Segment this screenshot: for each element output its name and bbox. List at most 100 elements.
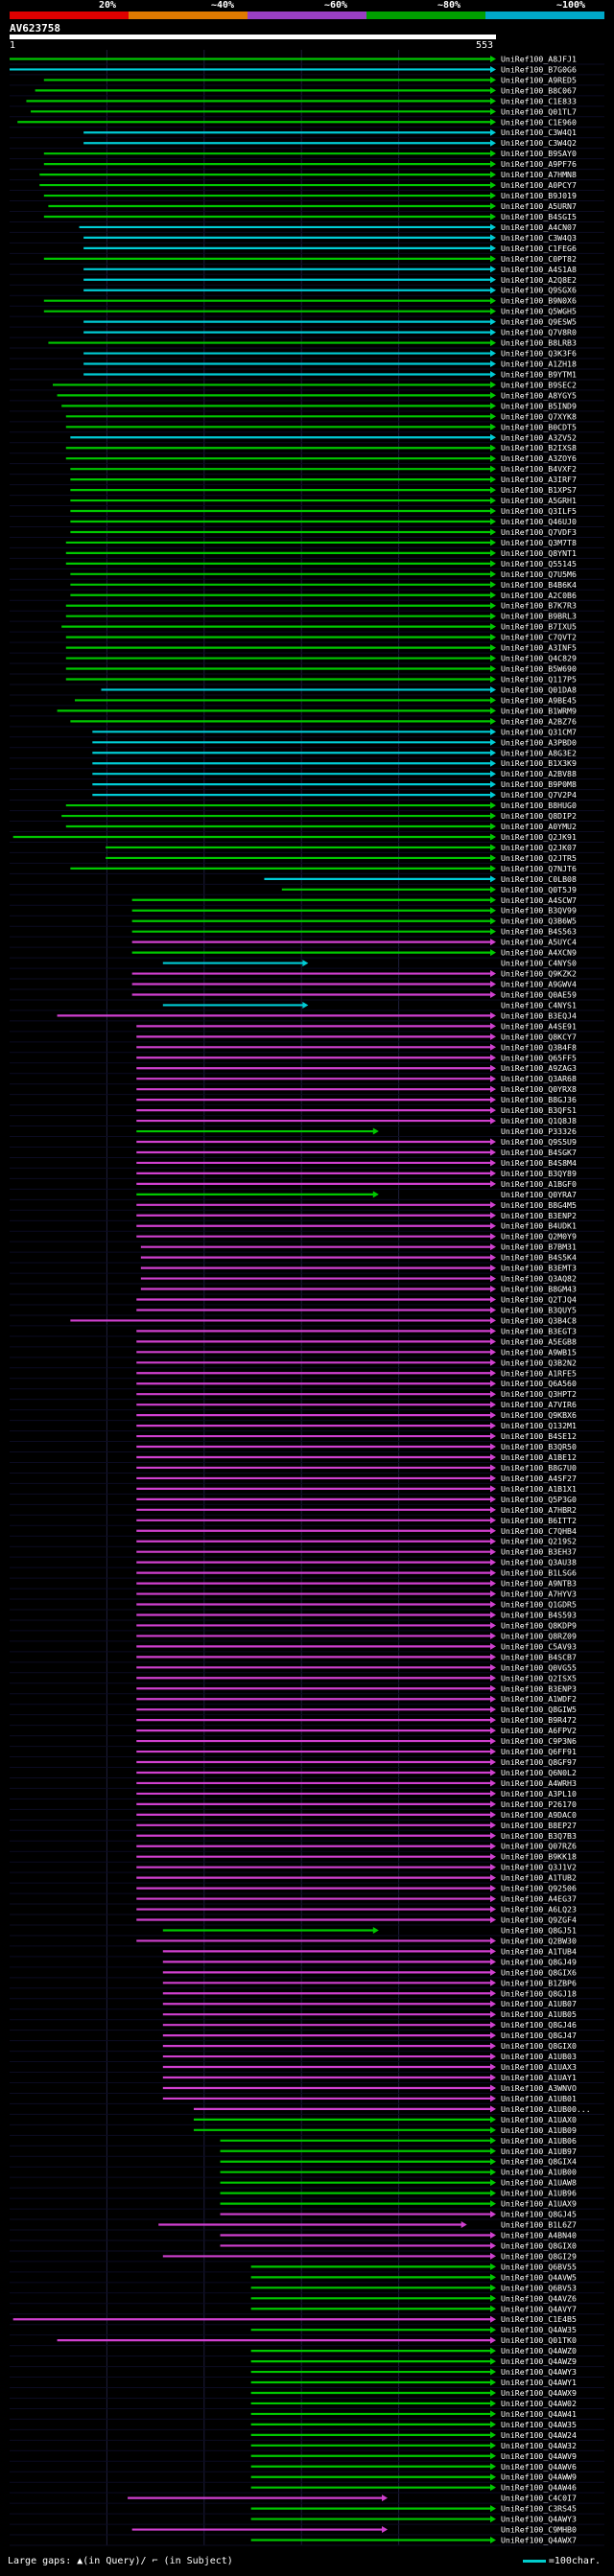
hit-arrow xyxy=(490,886,496,893)
hit-arrow xyxy=(490,2126,496,2134)
hit-label: UniRef100_Q7VDF3 xyxy=(501,527,577,537)
scale-label-80: ~80% xyxy=(437,0,461,11)
hit-label: UniRef100_Q7NJT6 xyxy=(501,864,577,873)
hit-label: UniRef100_Q8GIX6 xyxy=(501,1967,577,1977)
hit-arrow xyxy=(490,339,496,347)
hit-label: UniRef100_B8G4M5 xyxy=(501,1200,577,1210)
hit-arrow xyxy=(490,1621,496,1629)
hit-label: UniRef100_Q4AVW5 xyxy=(501,2272,577,2282)
scale-label-60: ~60% xyxy=(323,0,348,11)
hit-arrow xyxy=(460,2221,467,2229)
hit-arrow xyxy=(490,1506,496,1514)
hit-label: UniRef100_A1B1X1 xyxy=(501,1484,577,1494)
query-end: 553 xyxy=(476,40,494,51)
hit-arrow xyxy=(490,823,496,830)
hit-label: UniRef100_A8G3E2 xyxy=(501,748,577,757)
hit-arrow xyxy=(490,1096,496,1103)
hit-label: UniRef100_Q8DIP2 xyxy=(501,811,577,821)
hit-arrow xyxy=(490,528,496,536)
hit-label: UniRef100_Q4AW24 xyxy=(501,2430,577,2440)
hit-arrow xyxy=(490,613,496,620)
hit-label: UniRef100_A8JFJ1 xyxy=(501,54,577,63)
hit-label: UniRef100_Q2TJQ4 xyxy=(501,1295,577,1305)
hit-arrow xyxy=(490,213,496,220)
hit-arrow xyxy=(490,465,496,473)
hit-label: UniRef100_B8GJ36 xyxy=(501,1095,577,1104)
hit-arrow xyxy=(490,223,496,231)
hit-arrow xyxy=(490,2410,496,2418)
hit-arrow xyxy=(490,970,496,978)
scale-label-20: 20% xyxy=(98,0,117,11)
hit-arrow xyxy=(490,759,496,767)
hit-arrow xyxy=(490,2505,496,2513)
hit-arrow xyxy=(490,2273,496,2281)
hit-label: UniRef100_A1UAW8 xyxy=(501,2178,577,2188)
hit-arrow xyxy=(490,1885,496,1892)
hit-label: UniRef100_A1UB06 xyxy=(501,2136,577,2146)
hit-arrow xyxy=(490,360,496,368)
hit-arrow xyxy=(490,2537,496,2544)
hit-label: UniRef100_A1BE12 xyxy=(501,1452,577,1462)
hit-arrow xyxy=(490,318,496,326)
hit-arrow xyxy=(490,2042,496,2050)
hit-arrow xyxy=(490,2294,496,2302)
hit-label: UniRef100_A1UAX3 xyxy=(501,2062,577,2072)
hit-label: UniRef100_Q2M0Y9 xyxy=(501,1232,577,1242)
hit-label: UniRef100_A7HMN8 xyxy=(501,170,577,179)
hit-label: UniRef100_A5URN7 xyxy=(501,201,577,211)
hit-label: UniRef100_Q2JK91 xyxy=(501,832,577,842)
hit-arrow xyxy=(490,1895,496,1903)
hit-arrow xyxy=(490,655,496,662)
query-bar xyxy=(10,35,496,39)
hit-label: UniRef100_A3IRF7 xyxy=(501,475,577,484)
hit-label: UniRef100_A0PCY7 xyxy=(501,180,577,190)
hit-arrow xyxy=(490,1695,496,1703)
hit-arrow xyxy=(490,2421,496,2428)
hit-arrow xyxy=(490,1864,496,1871)
hit-arrow xyxy=(490,1022,496,1030)
hit-arrow xyxy=(490,2200,496,2208)
hit-label: UniRef100_A9PF76 xyxy=(501,159,577,169)
hit-arrow xyxy=(490,1727,496,1734)
scale-legend: =100char. xyxy=(522,2556,601,2566)
hit-arrow xyxy=(490,244,496,252)
hit-label: UniRef100_B5W690 xyxy=(501,664,577,674)
hit-label: UniRef100_Q3AR68 xyxy=(501,1074,577,1083)
hit-label: UniRef100_B3QFS1 xyxy=(501,1105,577,1115)
hit-label: UniRef100_Q4AW46 xyxy=(501,2483,577,2493)
hit-arrow xyxy=(490,1212,496,1219)
hit-arrow xyxy=(490,2379,496,2386)
hit-arrow xyxy=(490,1843,496,1850)
hit-label: UniRef100_A1UAY1 xyxy=(501,2073,577,2082)
hit-label: UniRef100_Q4AWW9 xyxy=(501,2472,577,2482)
hit-arrow xyxy=(490,570,496,578)
query-start: 1 xyxy=(10,40,16,51)
hit-arrow xyxy=(490,2473,496,2481)
scale-segment-cyan xyxy=(485,12,604,19)
hit-label: UniRef100_Q4AWV9 xyxy=(501,2451,577,2461)
hit-label: UniRef100_Q0AE59 xyxy=(501,989,577,999)
hit-arrow xyxy=(490,1453,496,1461)
hit-arrow xyxy=(490,728,496,735)
hit-arrow xyxy=(490,1369,496,1377)
hit-label: UniRef100_Q4AW35 xyxy=(501,2325,577,2334)
hit-label: UniRef100_B9SAY0 xyxy=(501,149,577,158)
hit-arrow xyxy=(490,391,496,399)
hit-label: UniRef100_B9SEC2 xyxy=(501,380,577,389)
hit-arrow xyxy=(490,2284,496,2291)
hit-arrow xyxy=(490,717,496,725)
hit-label: UniRef100_Q8GJ51 xyxy=(501,1925,577,1935)
hit-label: UniRef100_Q4AWY3 xyxy=(501,2367,577,2377)
hit-label: UniRef100_A7HBR2 xyxy=(501,1505,577,1515)
hit-label: UniRef100_Q3AU38 xyxy=(501,1558,577,1567)
hit-label: UniRef100_Q6N0L2 xyxy=(501,1768,577,1777)
hit-arrow xyxy=(490,2063,496,2071)
hit-label: UniRef100_Q3M7T8 xyxy=(501,538,577,547)
hit-arrow xyxy=(490,86,496,94)
hit-label: UniRef100_B9KK18 xyxy=(501,1852,577,1862)
hit-label: UniRef100_B8HUG0 xyxy=(501,801,577,810)
hit-arrow xyxy=(490,907,496,915)
hit-label: UniRef100_C3W4Q1 xyxy=(501,128,577,137)
hit-arrow xyxy=(490,581,496,589)
hit-arrow xyxy=(490,76,496,83)
